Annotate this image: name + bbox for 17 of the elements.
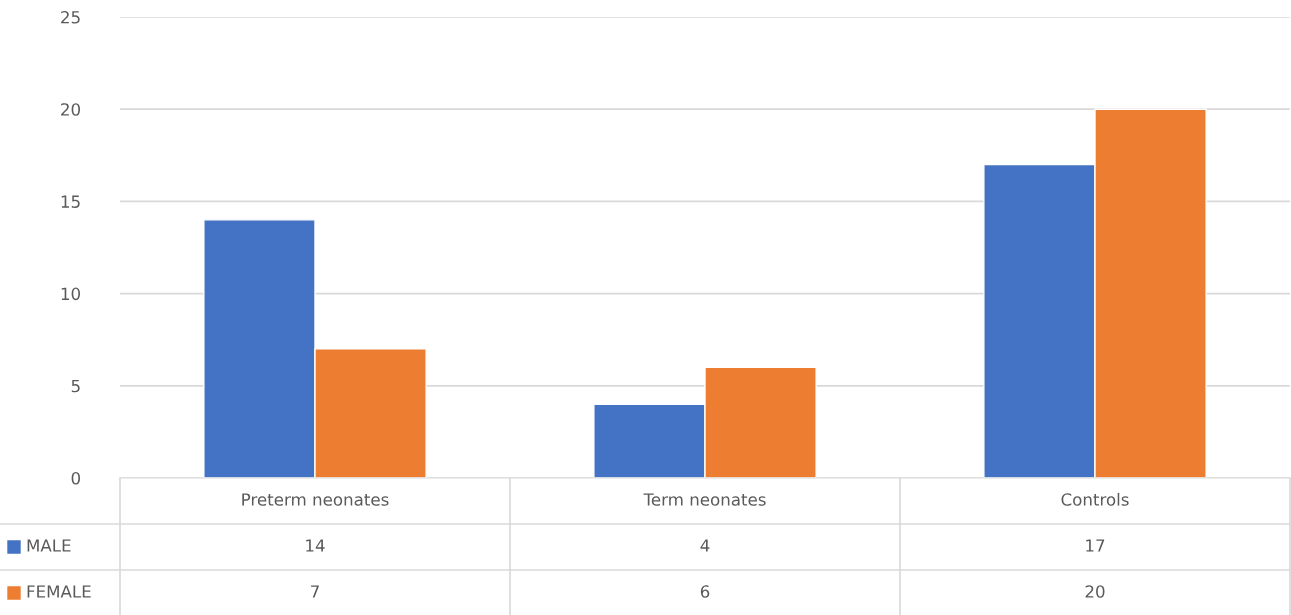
y-tick-label: 25	[61, 10, 80, 24]
data-label: 6	[700, 585, 710, 598]
data-label: 20	[1085, 585, 1105, 598]
x-tick-label: Controls	[1061, 492, 1129, 506]
y-tick-label: 20	[61, 103, 80, 116]
y-tick-label: 15	[61, 195, 80, 208]
legend-label: MALE	[27, 539, 71, 552]
y-tick-label: 10	[61, 287, 80, 301]
legend-label: FEMALE	[27, 585, 91, 598]
data-label: 14	[306, 539, 325, 552]
data-label: 7	[311, 585, 319, 598]
y-tick-label: 0	[71, 471, 80, 485]
y-tick-label: 5	[71, 379, 80, 393]
data-label: 4	[700, 539, 710, 552]
x-tick-label: Preterm neonates	[242, 493, 389, 506]
x-tick-label: Term neonates	[643, 493, 766, 506]
data-label: 17	[1086, 539, 1105, 552]
